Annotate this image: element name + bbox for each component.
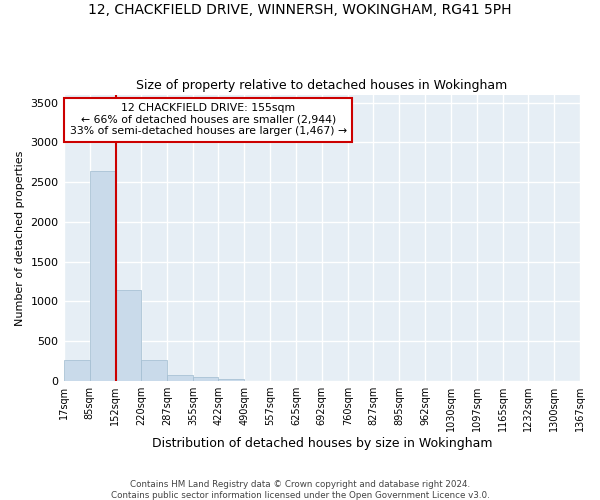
Bar — [64, 360, 89, 381]
Text: 12 CHACKFIELD DRIVE: 155sqm
← 66% of detached houses are smaller (2,944)
33% of : 12 CHACKFIELD DRIVE: 155sqm ← 66% of det… — [70, 103, 347, 136]
Text: 12, CHACKFIELD DRIVE, WINNERSH, WOKINGHAM, RG41 5PH: 12, CHACKFIELD DRIVE, WINNERSH, WOKINGHA… — [88, 2, 512, 16]
Bar — [89, 171, 115, 381]
Bar — [218, 378, 244, 381]
Y-axis label: Number of detached properties: Number of detached properties — [15, 150, 25, 326]
Bar — [115, 290, 141, 381]
Text: Contains HM Land Registry data © Crown copyright and database right 2024.
Contai: Contains HM Land Registry data © Crown c… — [110, 480, 490, 500]
Bar — [167, 374, 193, 381]
Title: Size of property relative to detached houses in Wokingham: Size of property relative to detached ho… — [136, 79, 508, 92]
X-axis label: Distribution of detached houses by size in Wokingham: Distribution of detached houses by size … — [152, 437, 492, 450]
Bar — [193, 377, 218, 381]
Bar — [141, 360, 167, 381]
